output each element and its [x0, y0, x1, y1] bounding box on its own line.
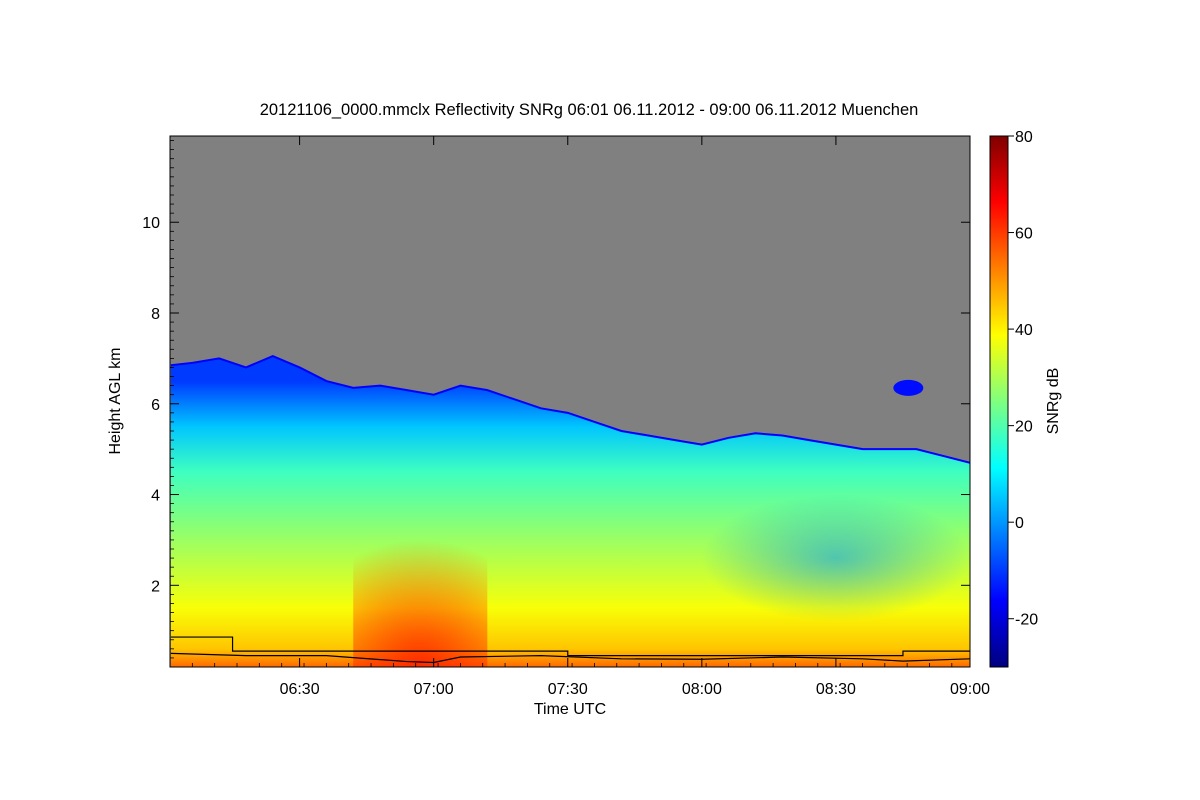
- x-tick-label: 09:00: [950, 681, 990, 698]
- x-tick-label: 07:00: [414, 681, 454, 698]
- chart-title: 20121106_0000.mmclx Reflectivity SNRg 06…: [260, 101, 919, 119]
- y-tick-label: 8: [151, 306, 160, 323]
- colorbar-axis: -20 0 20 40 60 80: [1008, 129, 1038, 629]
- weak-echo-region: [701, 494, 970, 622]
- plot-frame: [169, 135, 971, 668]
- x-tick-label: 06:30: [280, 681, 320, 698]
- colorbar-tick-label: 60: [1015, 226, 1033, 243]
- colorbar: [989, 135, 1009, 668]
- y-tick-label: 4: [151, 488, 160, 505]
- colorbar-tick-label: 20: [1015, 419, 1033, 436]
- colorbar-tick-label: 0: [1015, 515, 1024, 532]
- y-axis: 2 4 6 8 10: [142, 140, 970, 659]
- cloud-top-line: [170, 355, 970, 464]
- y-tick-label: 6: [151, 397, 160, 414]
- x-axis: 06:30 07:00 07:30 08:00 08:30 09:00: [191, 136, 990, 698]
- overlay-line-1: [170, 636, 970, 657]
- y-tick-label: 10: [142, 215, 160, 232]
- overlay-line-2: [170, 652, 970, 664]
- x-tick-label: 08:00: [682, 681, 722, 698]
- colorbar-label: SNRg dB: [1045, 368, 1062, 435]
- x-tick-label: 08:30: [816, 681, 856, 698]
- overlay-lines: [170, 636, 970, 664]
- y-axis-label: Height AGL km: [107, 347, 124, 454]
- colorbar-tick-label: 40: [1015, 322, 1033, 339]
- y-tick-label: 2: [151, 578, 160, 595]
- enhanced-reflectivity-region: [353, 539, 488, 667]
- isolated-echo: [893, 379, 924, 396]
- colorbar-tick-label: -20: [1015, 612, 1038, 629]
- colorbar-tick-label: 80: [1015, 129, 1033, 146]
- x-axis-label: Time UTC: [534, 701, 606, 718]
- x-tick-label: 07:30: [548, 681, 588, 698]
